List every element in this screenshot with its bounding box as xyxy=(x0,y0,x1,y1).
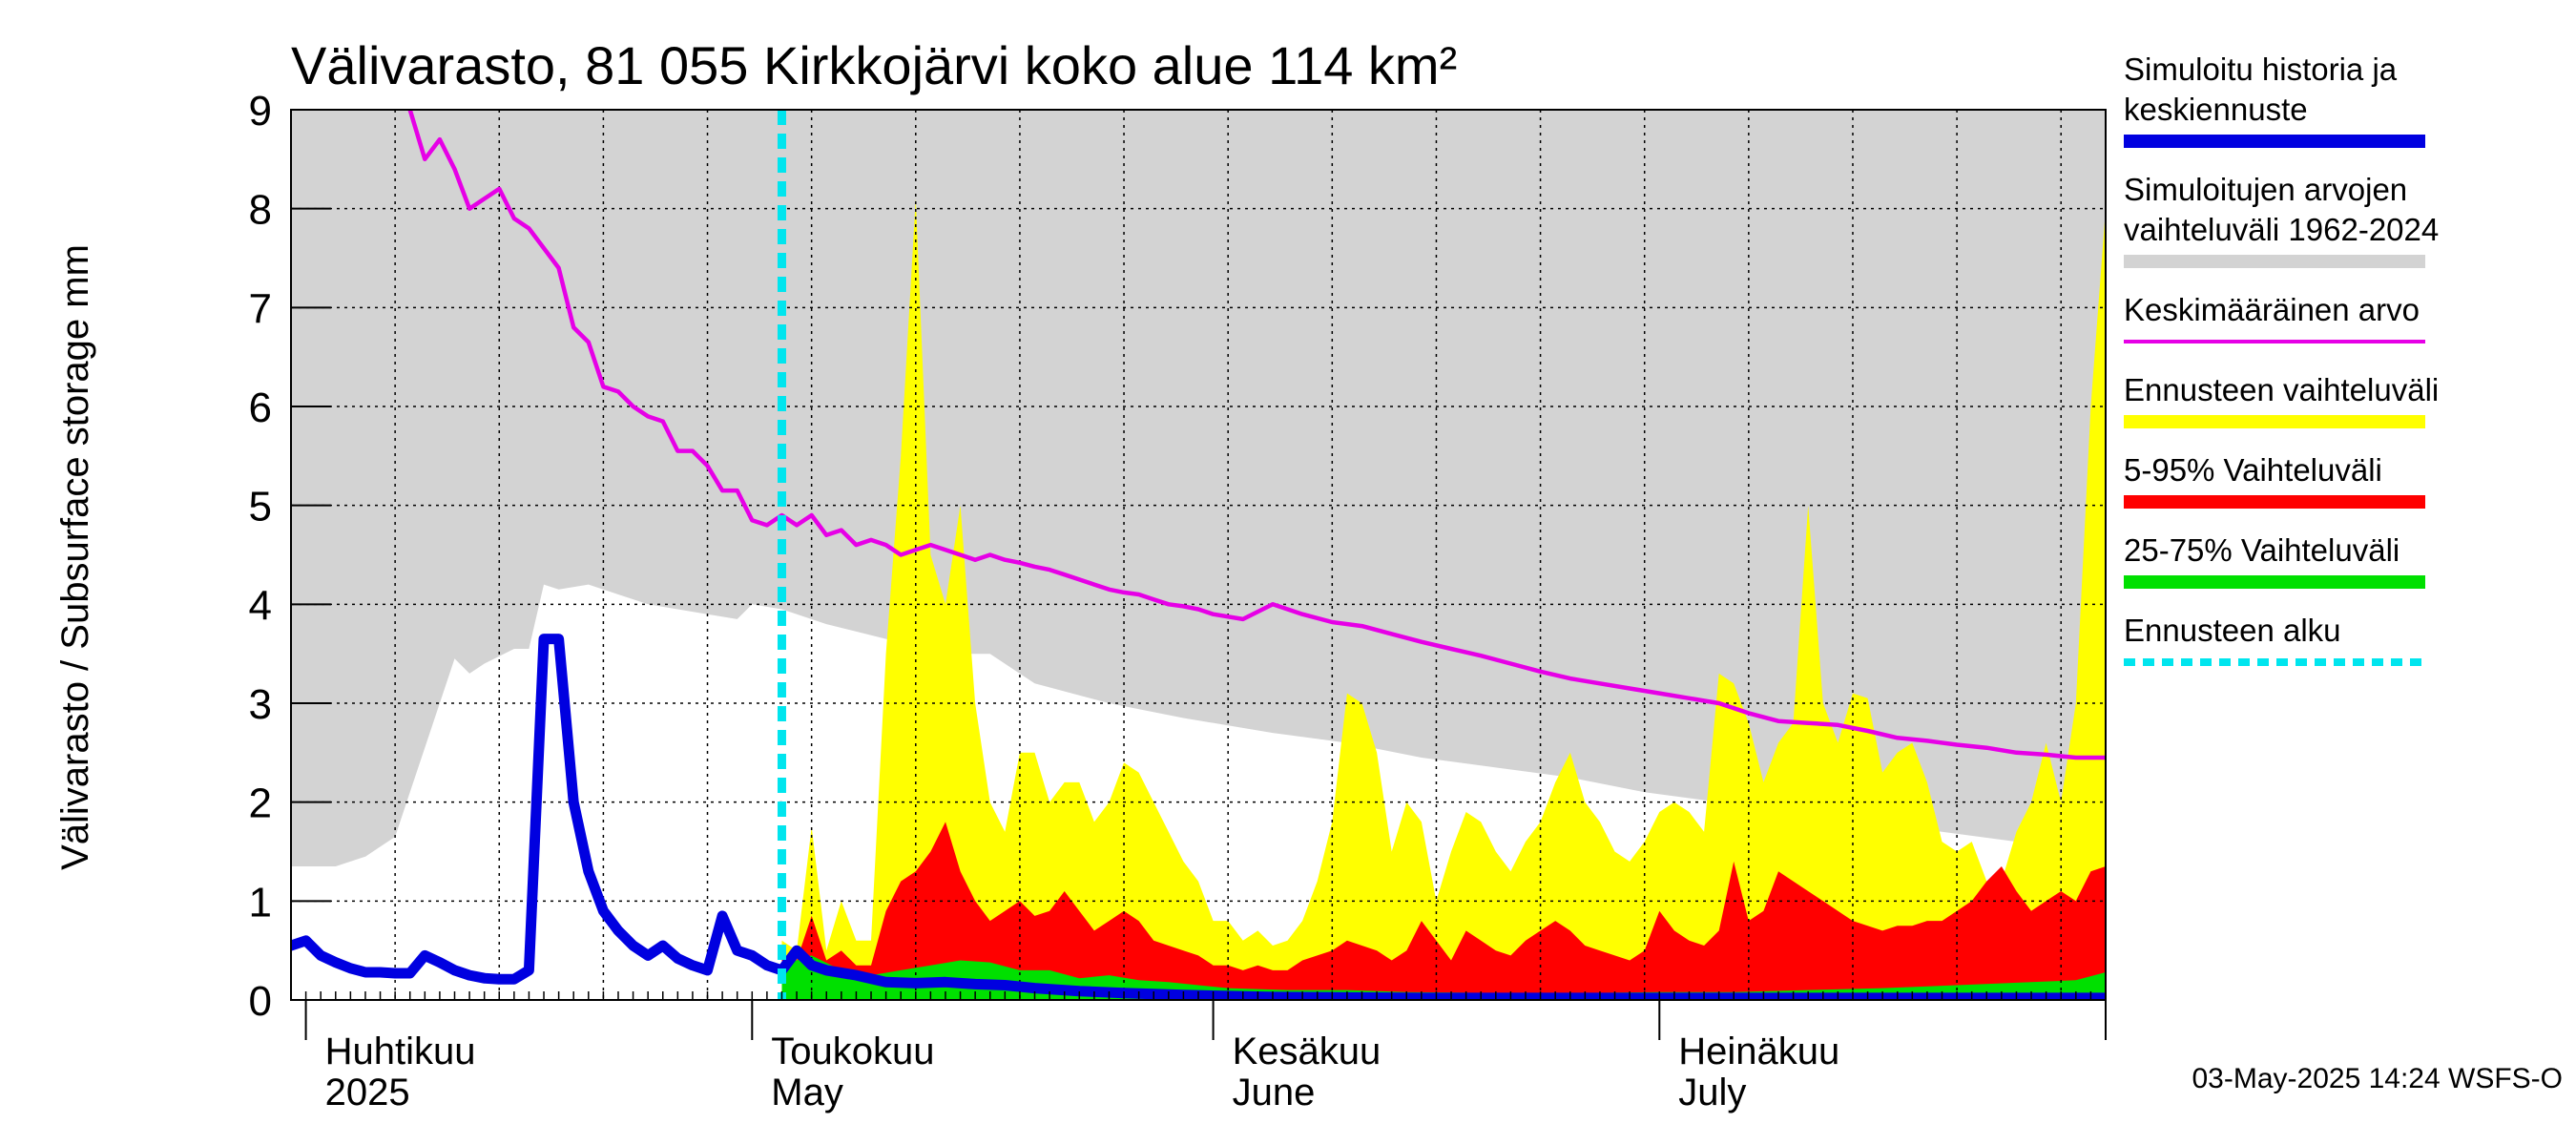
x-month-sublabel: July xyxy=(1678,1072,1746,1114)
y-tick-label: 6 xyxy=(249,385,272,431)
legend: Simuloitu historia ja keskiennuste Simuloi… xyxy=(2124,52,2439,666)
legend-label: vaihteluväli 1962-2024 xyxy=(2124,212,2439,247)
y-axis-label: Välivarasto / Subsurface storage mm xyxy=(54,244,96,870)
y-tick-label: 2 xyxy=(249,781,272,827)
x-month-sublabel: June xyxy=(1233,1072,1316,1114)
series-mean-line xyxy=(407,110,2106,760)
y-tick-label: 8 xyxy=(249,187,272,234)
x-month-label: Huhtikuu xyxy=(325,1030,476,1072)
x-month-sublabel: May xyxy=(771,1072,843,1114)
legend-label: Ennusteen vaihteluväli xyxy=(2124,372,2439,407)
legend-label: Keskimääräinen arvo xyxy=(2124,292,2420,327)
y-tick-label: 9 xyxy=(249,88,272,135)
x-month-sublabel: 2025 xyxy=(325,1072,410,1114)
legend-label: 5-95% Vaihteluväli xyxy=(2124,452,2382,488)
x-month-label: Toukokuu xyxy=(771,1030,934,1072)
legend-label: keskiennuste xyxy=(2124,92,2308,127)
legend-label: Simuloitujen arvojen xyxy=(2124,172,2407,207)
x-month-label: Kesäkuu xyxy=(1233,1030,1381,1072)
legend-label: Ennusteen alku xyxy=(2124,613,2341,648)
y-tick-label: 1 xyxy=(249,879,272,926)
y-tick-label: 5 xyxy=(249,484,272,531)
series-p5-95-area xyxy=(781,822,2106,1000)
plot-area xyxy=(291,110,2106,1000)
series-range-band xyxy=(291,110,2106,866)
x-month-label: Heinäkuu xyxy=(1678,1030,1839,1072)
y-tick-label: 7 xyxy=(249,285,272,332)
series-forecast-range-area xyxy=(781,198,2106,1000)
y-tick-label: 0 xyxy=(249,978,272,1025)
series-history-line xyxy=(291,634,2106,1000)
legend-label: 25-75% Vaihteluväli xyxy=(2124,532,2399,568)
y-tick-label: 3 xyxy=(249,681,272,728)
footer-timestamp: 03-May-2025 14:24 WSFS-O xyxy=(2192,1063,2564,1094)
y-tick-label: 4 xyxy=(249,582,272,629)
legend-label: Simuloitu historia ja xyxy=(2124,52,2398,87)
chart-title: Välivarasto, 81 055 Kirkkojärvi koko alu… xyxy=(291,35,1457,95)
